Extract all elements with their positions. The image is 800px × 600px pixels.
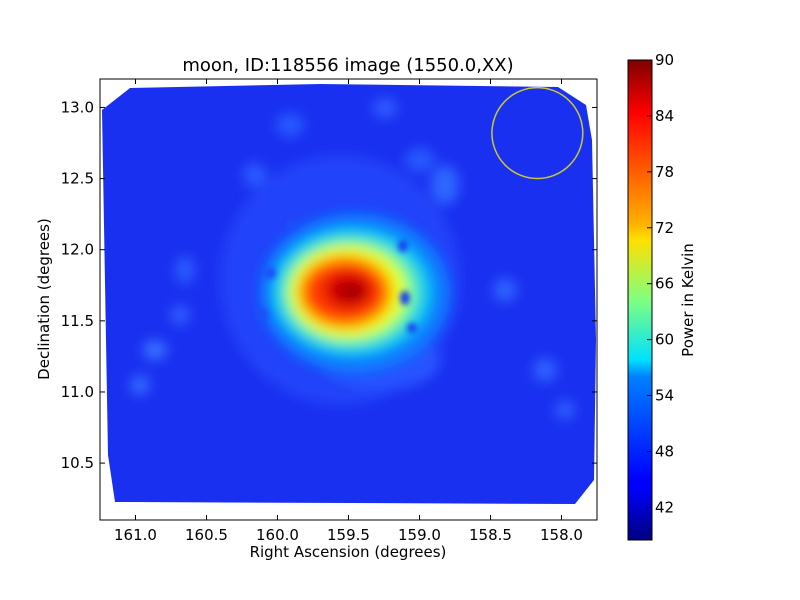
y-tick-label: 12.0 (61, 241, 94, 259)
y-tick-label: 13.0 (61, 98, 94, 116)
colorbar-label: Power in Kelvin (679, 243, 697, 357)
y-tick-label: 10.5 (61, 454, 94, 472)
x-tick-label: 158.0 (540, 526, 583, 544)
colorbar-tick-label: 72 (655, 219, 674, 237)
x-tick-label: 158.5 (469, 526, 512, 544)
x-tick-label: 159.5 (327, 526, 370, 544)
x-tick-label: 159.0 (398, 526, 441, 544)
y-tick-label: 11.0 (61, 383, 94, 401)
colorbar-tick-label: 90 (655, 51, 674, 69)
colorbar-tick-label: 60 (655, 331, 674, 349)
colorbar-tick-label: 78 (655, 163, 674, 181)
colorbar-tick-label: 66 (655, 275, 674, 293)
x-tick-label: 160.0 (256, 526, 299, 544)
colorbar-tick-label: 54 (655, 387, 674, 405)
y-tick-label: 12.5 (61, 170, 94, 188)
heatmap-image (102, 84, 596, 504)
y-axis-label: Declination (degrees) (35, 218, 53, 380)
colorbar-ticks: 42 48 54 60 66 72 78 84 90 (647, 51, 674, 516)
x-axis: 161.0 160.5 160.0 159.5 159.0 158.5 158.0 (114, 79, 583, 544)
colorbar-tick-label: 42 (655, 498, 674, 516)
sidelobe-notches (256, 220, 417, 333)
y-tick-label: 11.5 (61, 312, 94, 330)
x-tick-label: 161.0 (114, 526, 157, 544)
x-axis-label: Right Ascension (degrees) (250, 543, 447, 561)
colorbar (627, 59, 653, 541)
moon-emission (260, 213, 450, 373)
beam-circle (491, 86, 584, 180)
chart-title: moon, ID:118556 image (1550.0,XX) (182, 55, 513, 76)
y-axis: 10.5 11.0 11.5 12.0 12.5 13.0 (61, 98, 597, 472)
x-tick-label: 160.5 (185, 526, 228, 544)
colorbar-tick-label: 48 (655, 442, 674, 460)
colorbar-tick-label: 84 (655, 107, 674, 125)
